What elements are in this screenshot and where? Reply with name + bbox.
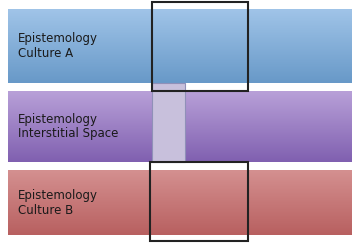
Bar [152,2,248,91]
Bar [150,162,248,241]
Bar [152,83,185,162]
Text: Epistemology
Culture B: Epistemology Culture B [18,189,98,217]
Bar [8,91,352,162]
Bar [8,9,352,83]
Bar [8,170,352,235]
Text: Epistemology
Culture A: Epistemology Culture A [18,32,98,60]
Text: Epistemology
Interstitial Space: Epistemology Interstitial Space [18,113,118,140]
